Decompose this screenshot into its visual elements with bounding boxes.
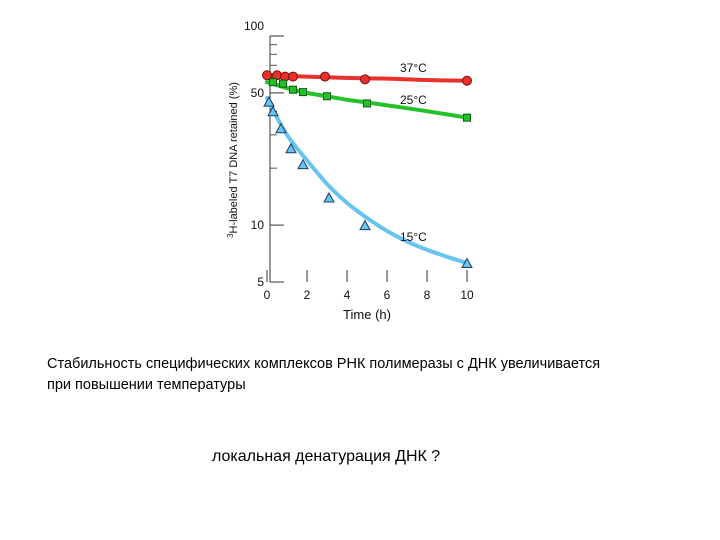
y-tick-label: 100 xyxy=(244,19,264,33)
question-text: локальная денатурация ДНК ? xyxy=(212,448,441,465)
x-tick-label: 0 xyxy=(264,288,271,302)
data-point-25c xyxy=(269,78,277,87)
y-axis-title-text: H-labeled T7 DNA retained (%) xyxy=(228,82,240,233)
x-tick-label: 8 xyxy=(424,288,431,302)
y-axis-title-superscript: 3 xyxy=(226,233,235,238)
data-point-25c xyxy=(323,92,331,101)
data-point-15c xyxy=(267,105,279,117)
data-point-37c xyxy=(288,71,298,82)
caption-line-1: Стабильность специфических комплексов РН… xyxy=(47,356,601,372)
x-axis-title: Time (h) xyxy=(343,307,391,322)
y-tick-label: 5 xyxy=(257,275,264,289)
caption-line-2: при повышении температуры xyxy=(47,377,246,393)
data-point-37c xyxy=(462,75,472,86)
x-tick-label: 2 xyxy=(304,288,311,302)
data-point-15c xyxy=(323,191,335,203)
data-point-25c xyxy=(363,99,371,108)
series-labels: 37°C 25°C 15°C xyxy=(400,61,427,244)
x-tick-label: 4 xyxy=(344,288,351,302)
y-axis-title: 3H-labeled T7 DNA retained (%) xyxy=(226,82,240,238)
y-tick-label: 50 xyxy=(251,86,265,100)
data-point-15c xyxy=(359,219,371,231)
figure-caption: Стабильность специфических комплексов РН… xyxy=(47,354,687,396)
chart-axes: 100 50 10 50 2 4 6 8 10 xyxy=(244,19,474,302)
data-point-15c xyxy=(263,96,275,107)
data-point-25c xyxy=(463,113,471,122)
data-point-37c xyxy=(320,71,330,82)
data-point-15c xyxy=(285,142,297,154)
x-tick-label: 10 xyxy=(460,288,474,302)
data-point-25c xyxy=(299,88,307,97)
data-point-37c xyxy=(262,70,272,81)
dna-retention-chart: 100 50 10 50 2 4 6 8 10 37°C 25°C 15°C Time (h) 3H… xyxy=(226,19,474,322)
data-points xyxy=(262,70,473,269)
data-point-15c xyxy=(297,158,309,170)
x-tick-label: 6 xyxy=(384,288,391,302)
data-point-15c xyxy=(275,122,287,134)
data-point-25c xyxy=(279,79,287,88)
data-point-15c xyxy=(461,257,473,269)
fit-curve-25c xyxy=(265,80,469,120)
data-point-37c xyxy=(360,74,370,85)
fit-curve-15c xyxy=(265,96,469,265)
series-label-15c: 15°C xyxy=(400,230,427,244)
series-label-25c: 25°C xyxy=(400,93,427,107)
data-point-25c xyxy=(289,85,297,94)
y-tick-label: 10 xyxy=(251,218,265,232)
series-label-37c: 37°C xyxy=(400,61,427,75)
